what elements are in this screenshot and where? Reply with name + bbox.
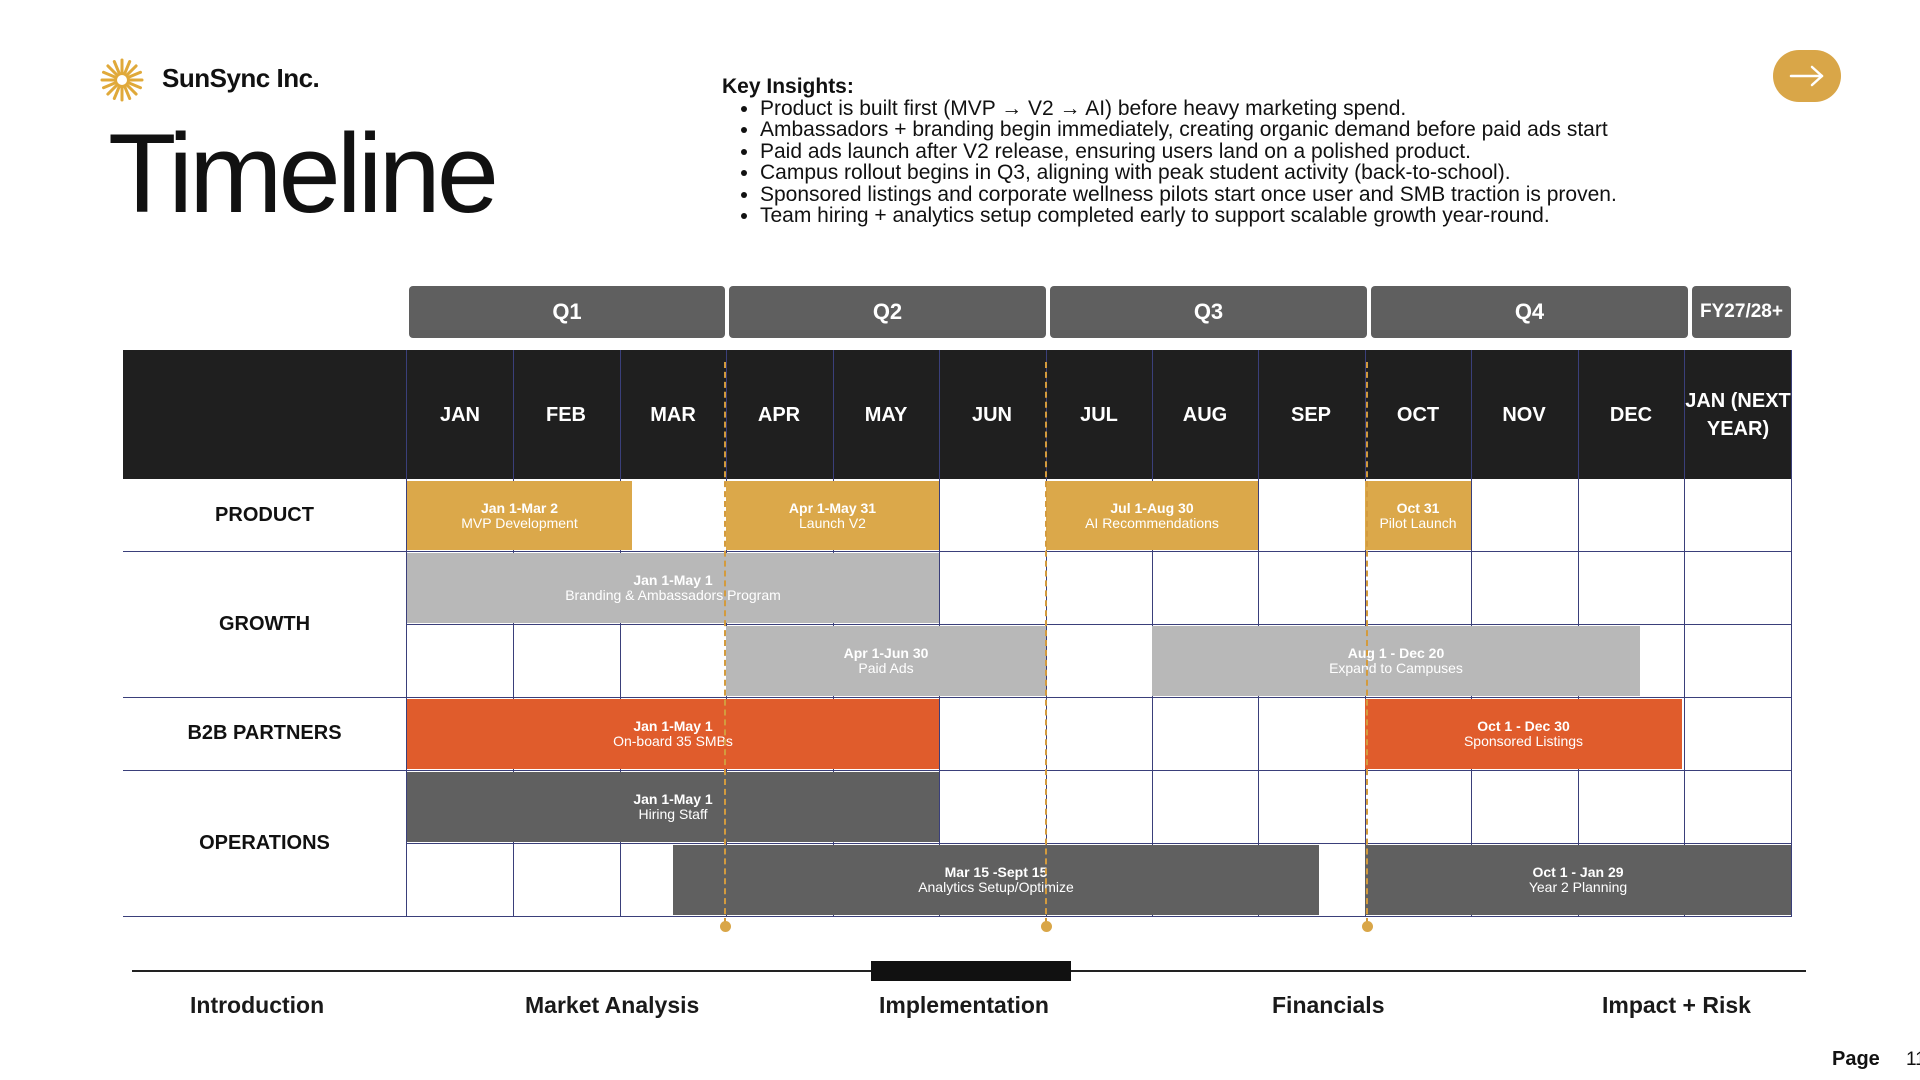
- next-page-button[interactable]: [1773, 50, 1841, 102]
- row-label-b2b-partners: B2B PARTNERS: [187, 722, 342, 744]
- brand-name: SunSync Inc.: [162, 63, 320, 93]
- bar-expand-to-campuses[interactable]: Aug 1 - Dec 20 Expand to Campuses: [1152, 626, 1640, 696]
- milestone-line-q2: [724, 362, 726, 924]
- bar-dates: Jan 1-May 1: [633, 572, 713, 588]
- grid-line: [407, 843, 1792, 844]
- bar-pilot-launch[interactable]: Oct 31 Pilot Launch: [1365, 481, 1471, 550]
- row-label-operations: OPERATIONS: [199, 831, 330, 854]
- sunburst-icon: [100, 58, 144, 102]
- bar-year-2-planning[interactable]: Oct 1 - Jan 29 Year 2 Planning: [1365, 845, 1791, 915]
- bar-label: AI Recommendations: [1085, 514, 1219, 531]
- bar-launch-v2[interactable]: Apr 1-May 31 Launch V2: [726, 481, 939, 550]
- bar-dates: Jul 1-Aug 30: [1110, 499, 1194, 516]
- month-apr: APR: [757, 403, 801, 426]
- quarter-q3: Q3: [1050, 286, 1367, 338]
- nav-market-analysis[interactable]: Market Analysis: [525, 992, 700, 1018]
- bar-dates: Oct 1 - Dec 30: [1477, 718, 1570, 734]
- page-label: Page: [1832, 1048, 1880, 1070]
- bar-dates: Jan 1-May 1: [633, 791, 713, 807]
- quarter-fy27: FY27/28+: [1692, 286, 1791, 338]
- insights-list: Product is built first (MVP → V2 → AI) b…: [722, 97, 1652, 227]
- bar-dates: Oct 1 - Jan 29: [1532, 864, 1624, 880]
- bar-branding-ambassadors[interactable]: Jan 1-May 1 Branding & Ambassadors Progr…: [407, 553, 939, 623]
- month-jun: JUN: [971, 403, 1012, 426]
- bar-dates: Apr 1-Jun 30: [843, 645, 929, 661]
- month-dec: DEC: [1609, 403, 1653, 426]
- quarter-q1: Q1: [409, 286, 725, 338]
- bar-sponsored-listings[interactable]: Oct 1 - Dec 30 Sponsored Listings: [1365, 699, 1682, 769]
- bar-label: Sponsored Listings: [1463, 733, 1584, 749]
- insights-title: Key Insights:: [722, 75, 854, 98]
- grid-line: [620, 350, 621, 916]
- bar-dates: Apr 1-May 31: [788, 499, 877, 516]
- month-jul: JUL: [1080, 403, 1118, 426]
- bar-label: Branding & Ambassadors Program: [565, 587, 781, 603]
- page-number: 11: [1906, 1049, 1920, 1070]
- bar-label: Hiring Staff: [638, 806, 708, 822]
- month-aug: AUG: [1182, 403, 1228, 426]
- bar-dates: Mar 15 -Sept 15: [944, 864, 1048, 880]
- bar-label: Year 2 Planning: [1528, 879, 1628, 895]
- bar-hiring-staff[interactable]: Jan 1-May 1 Hiring Staff: [407, 772, 939, 842]
- month-jan: JAN: [439, 403, 480, 426]
- bar-label: Pilot Launch: [1379, 514, 1457, 531]
- insight-item: Paid ads launch after V2 release, ensuri…: [760, 140, 1652, 163]
- page-title: Timeline: [108, 111, 499, 236]
- bar-paid-ads[interactable]: Apr 1-Jun 30 Paid Ads: [726, 626, 1046, 696]
- milestone-dot-q2: [720, 921, 731, 932]
- month-oct: OCT: [1396, 403, 1440, 426]
- month-mar: MAR: [650, 403, 696, 426]
- milestone-line-q3: [1045, 362, 1047, 924]
- bar-onboard-smbs[interactable]: Jan 1-May 1 On-board 35 SMBs: [407, 699, 939, 769]
- quarter-q4: Q4: [1371, 286, 1688, 338]
- month-header: [123, 350, 1792, 479]
- row-label-product: PRODUCT: [215, 503, 314, 526]
- nav-active-indicator: [871, 961, 1071, 981]
- milestone-line-q4: [1366, 362, 1368, 924]
- month-may: MAY: [864, 403, 908, 426]
- grid-line: [123, 770, 1792, 771]
- grid-line: [123, 916, 1792, 917]
- month-jan-next-year: JAN (NEXT YEAR): [1685, 389, 1791, 440]
- grid-line: [1791, 350, 1792, 916]
- nav-financials[interactable]: Financials: [1272, 992, 1385, 1018]
- nav-introduction[interactable]: Introduction: [190, 992, 325, 1018]
- milestone-dot-q3: [1041, 921, 1052, 932]
- grid-line: [1684, 350, 1685, 916]
- row-label-growth: GROWTH: [218, 612, 311, 635]
- nav-impact-risk[interactable]: Impact + Risk: [1602, 992, 1751, 1018]
- grid-line: [406, 350, 407, 916]
- grid-line: [513, 350, 514, 916]
- quarter-q2: Q2: [729, 286, 1046, 338]
- bar-label: On-board 35 SMBs: [613, 733, 733, 749]
- milestone-dot-q4: [1362, 921, 1373, 932]
- month-nov: NOV: [1502, 403, 1546, 426]
- bar-label: Paid Ads: [858, 660, 914, 676]
- bar-analytics-setup[interactable]: Mar 15 -Sept 15 Analytics Setup/Optimize: [673, 845, 1319, 915]
- insight-item: Sponsored listings and corporate wellnes…: [760, 183, 1652, 206]
- insight-item: Campus rollout begins in Q3, aligning wi…: [760, 162, 1652, 184]
- month-feb: FEB: [546, 403, 586, 426]
- nav-implementation[interactable]: Implementation: [879, 992, 1049, 1018]
- bar-dates: Aug 1 - Dec 20: [1347, 645, 1445, 661]
- bar-dates: Jan 1-May 1: [633, 718, 713, 734]
- grid-line: [407, 624, 1792, 625]
- grid-line: [123, 551, 1792, 552]
- insight-item: Team hiring + analytics setup completed …: [760, 205, 1652, 227]
- insight-item: Product is built first (MVP → V2 → AI) b…: [760, 97, 1652, 120]
- key-insights: Key Insights: Product is built first (MV…: [722, 76, 1652, 227]
- bar-dates: Oct 31: [1396, 499, 1440, 516]
- arrow-right-icon: [1789, 65, 1824, 87]
- bar-ai-recommendations[interactable]: Jul 1-Aug 30 AI Recommendations: [1046, 481, 1258, 550]
- bar-mvp-development[interactable]: Jan 1-Mar 2 MVP Development: [407, 481, 632, 550]
- insight-item: Ambassadors + branding begin immediately…: [760, 119, 1652, 141]
- bar-label: Analytics Setup/Optimize: [918, 879, 1074, 895]
- month-sep: SEP: [1290, 403, 1332, 426]
- bar-label: Launch V2: [799, 514, 866, 531]
- bar-dates: Jan 1-Mar 2: [480, 499, 559, 516]
- bar-label: MVP Development: [461, 514, 578, 531]
- bar-label: Expand to Campuses: [1329, 660, 1463, 676]
- grid-line: [123, 697, 1792, 698]
